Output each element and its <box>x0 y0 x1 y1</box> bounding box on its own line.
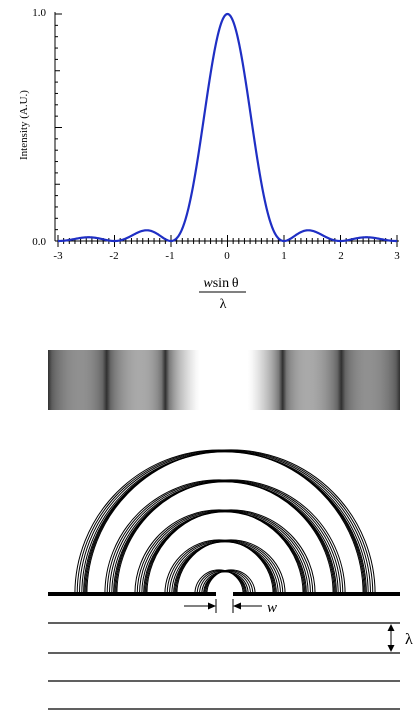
barrier-left <box>48 592 216 596</box>
x-tick-label: -3 <box>53 250 63 262</box>
wavelength-arrowhead-bottom <box>387 645 395 652</box>
wavelet-arc <box>86 449 376 595</box>
wavelet-arc <box>143 511 309 595</box>
incident-plane-wavefronts <box>48 622 400 710</box>
wavelet-arc <box>205 570 254 595</box>
y-axis: 1.0 0.0 <box>32 7 62 248</box>
x-label-denominator: λ <box>220 297 227 312</box>
wavelet-arc <box>176 539 286 595</box>
wavelet-arc <box>116 479 346 595</box>
x-tick-label: -2 <box>109 250 118 262</box>
diffraction-fringe-pattern <box>48 350 400 410</box>
wavelet-arc <box>174 540 281 595</box>
wavelet-arc <box>206 569 256 595</box>
x-tick-label: 3 <box>394 250 400 262</box>
intensity-curve <box>57 12 398 243</box>
wavelet-arc <box>194 569 244 595</box>
x-label-numerator-rest: sin θ <box>213 276 239 291</box>
wavelet-arc <box>85 450 374 595</box>
slit-width-label: w <box>267 600 277 616</box>
x-tick-label: -1 <box>165 250 174 262</box>
wavelet-arc <box>144 510 311 595</box>
slit-width-arrowhead-left <box>208 602 216 610</box>
wavelet-arc <box>204 570 251 595</box>
wavelet-arc <box>196 570 245 595</box>
y-tick-label-bottom: 0.0 <box>32 236 46 248</box>
wavelength-label: λ <box>405 631 413 648</box>
wavelet-arc <box>84 450 371 595</box>
wavelet-arc <box>113 481 339 595</box>
wavelet-arc <box>146 509 316 595</box>
wavelet-arc <box>114 480 341 595</box>
slit-diffraction-diagram: w λ <box>48 449 413 710</box>
svg-text:wsin θ: wsin θ <box>203 276 238 291</box>
wavelet-arc <box>81 451 367 595</box>
wavelet-arc <box>203 571 249 595</box>
wavelet-arc <box>115 480 344 595</box>
wavelet-arc <box>104 479 334 595</box>
x-tick-label: 0 <box>224 250 230 262</box>
wavelet-arc <box>134 509 304 595</box>
x-axis-label: wsin θ λ <box>199 276 246 312</box>
wavelet-arc <box>169 540 276 595</box>
wavelet-arc <box>83 451 369 595</box>
x-label-numerator-variable: w <box>203 276 213 291</box>
x-tick-label: 1 <box>281 250 287 262</box>
x-tick-label: 2 <box>338 250 344 262</box>
huygens-wavelet-arcs <box>74 449 376 595</box>
wavelet-arc <box>139 510 306 595</box>
slit-width-dimension: w <box>184 599 277 616</box>
wavelet-arc <box>175 540 284 595</box>
y-tick-label-top: 1.0 <box>32 7 46 19</box>
wavelet-arc <box>173 541 279 595</box>
slit-width-arrowhead-right <box>233 602 241 610</box>
barrier-right <box>233 592 400 596</box>
y-minor-ticks <box>55 13 62 242</box>
intensity-plot: Intensity (A.U.) 1.0 0.0 -3 -2 -1 0 1 2 … <box>18 7 400 312</box>
wavelength-dimension: λ <box>387 624 413 652</box>
wavelength-arrowhead-top <box>387 624 395 631</box>
wavelet-arc <box>79 450 366 595</box>
wavelet-arc <box>164 539 274 595</box>
wavelet-arc <box>145 510 314 595</box>
y-axis-label: Intensity (A.U.) <box>18 90 30 160</box>
